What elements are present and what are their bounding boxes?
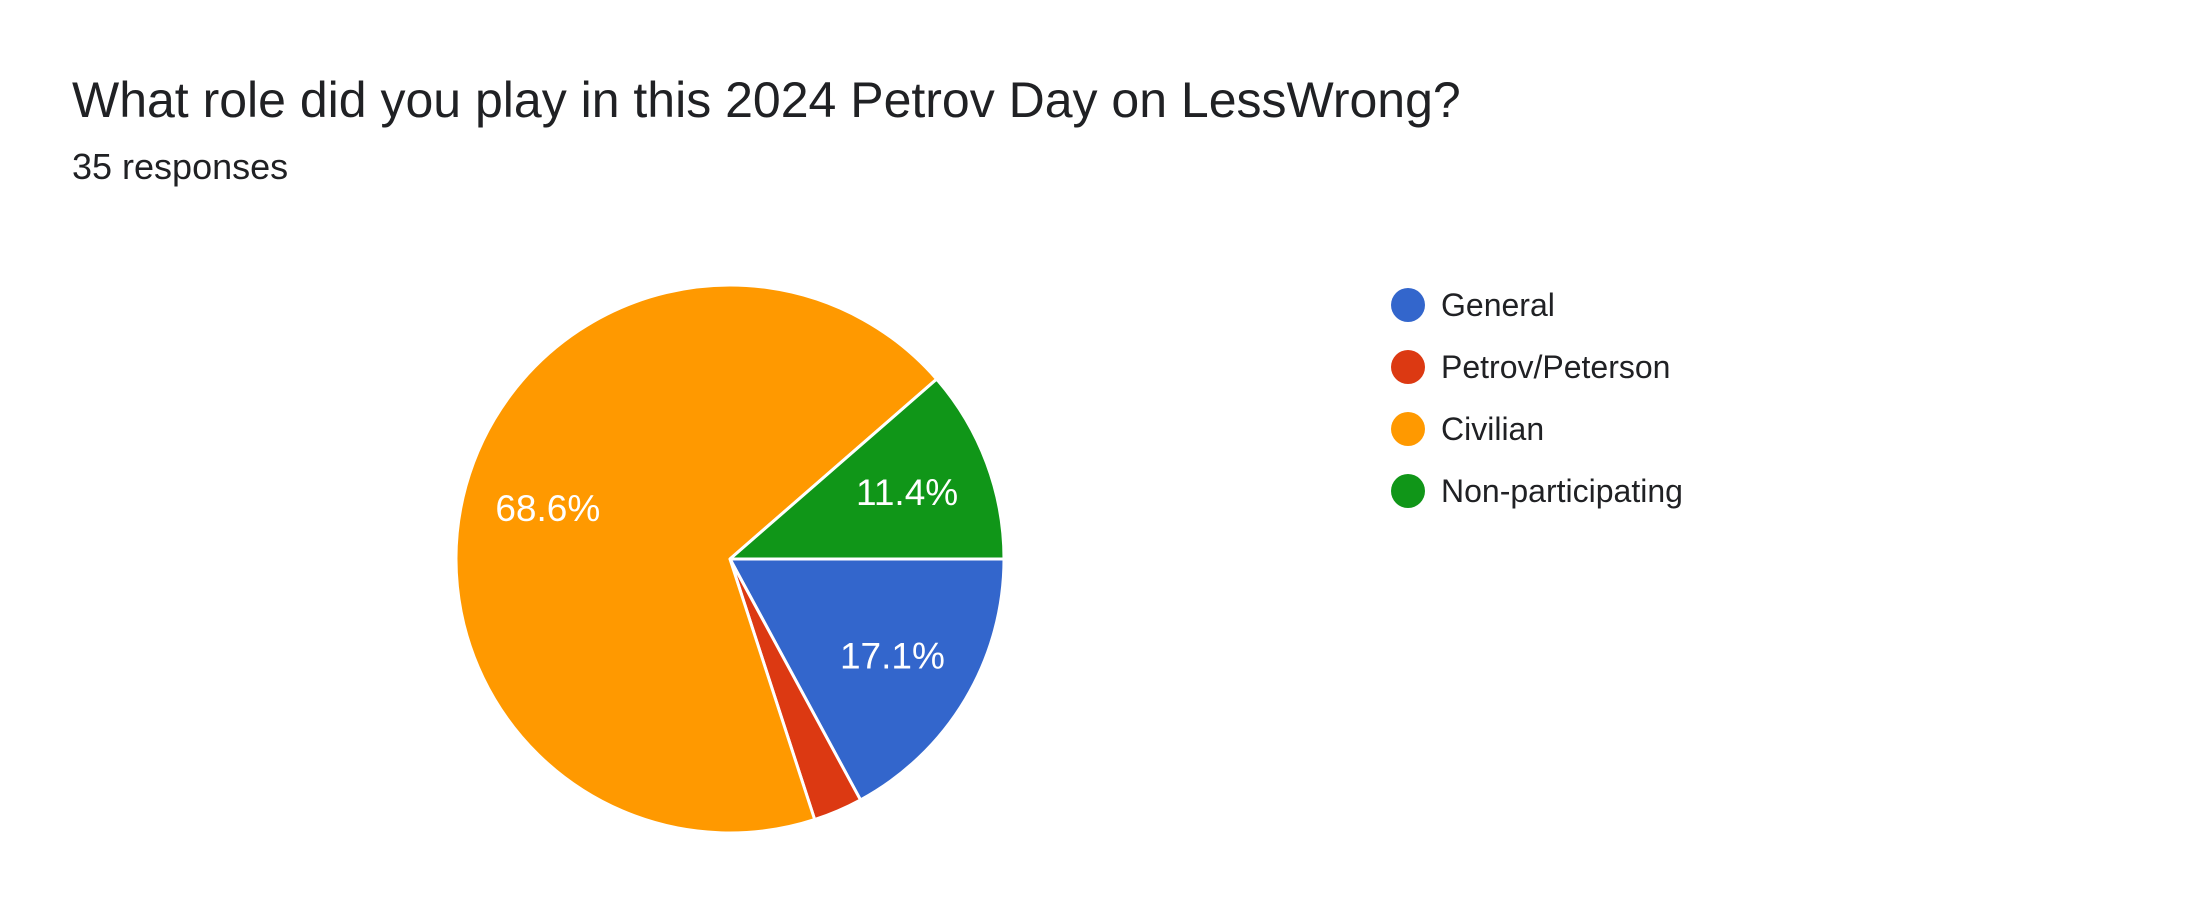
legend-item-label: Petrov/Peterson [1441,348,1671,385]
pie-slice-civilian[interactable] [454,283,939,835]
slice-label-civilian: 68.6% [495,488,600,529]
slice-label-non-participating: 11.4% [856,472,958,513]
legend-item-label: General [1441,286,1555,323]
legend-swatch-general-icon [1391,288,1425,322]
legend-swatch-non-participating-icon [1391,474,1425,508]
page-title: What role did you play in this 2024 Petr… [72,72,1461,128]
response-count: 35 responses [72,146,289,187]
slice-label-general: 17.1% [840,635,945,676]
legend-swatch-petrov-peterson-icon [1391,350,1425,384]
legend-item-petrov-peterson: Petrov/Peterson [1391,349,1683,385]
legend-item-civilian: Civilian [1391,411,1683,447]
legend-item-general: General [1391,287,1683,323]
pie-chart: 17.1% 68.6% 11.4% [454,283,1006,835]
pie-slice-general[interactable] [728,557,1006,802]
legend-item-non-participating: Non-participating [1391,473,1683,509]
legend-item-label: Civilian [1441,410,1545,447]
legend: General Petrov/Peterson Civilian Non-par… [1391,287,1683,535]
legend-swatch-civilian-icon [1391,412,1425,446]
pie-slice-non-participating[interactable] [728,377,1006,561]
legend-item-label: Non-participating [1441,472,1683,509]
